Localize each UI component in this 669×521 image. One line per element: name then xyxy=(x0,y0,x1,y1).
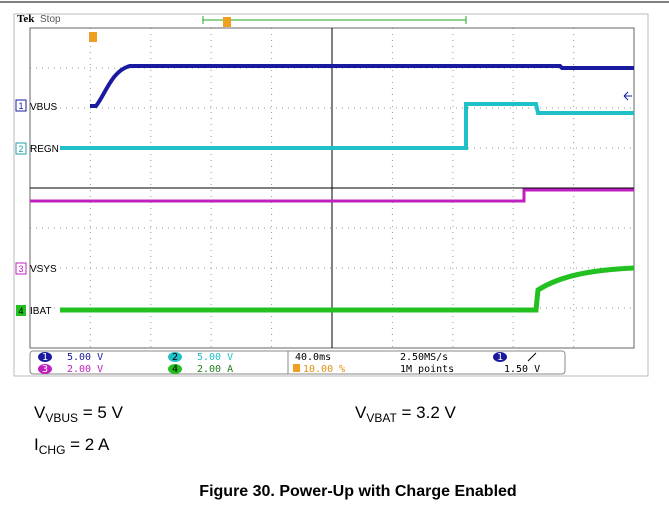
channel-labels: 1 VBUS 2 REGN 3 VSYS 4 IBAT xyxy=(15,99,59,317)
ibat-trace xyxy=(60,265,635,313)
channel-number: 3 xyxy=(42,364,48,375)
channel-label: VBUS xyxy=(30,102,58,113)
note: ICHG = 2 A xyxy=(34,435,110,457)
status-panel: 1 5.00 V 2 5.00 V 3 2.00 V 4 2.00 A 40.0… xyxy=(29,350,566,375)
channel-label: VSYS xyxy=(30,264,57,275)
channel-scale: 2.00 A xyxy=(197,364,233,375)
channel-scale: 5.00 V xyxy=(67,352,103,363)
channel-number: 2 xyxy=(172,352,178,363)
brand: Tek xyxy=(17,13,35,25)
sample-rate: 2.50MS/s xyxy=(400,352,448,363)
trigger-position: 10.00 % xyxy=(303,364,345,375)
scope-frame xyxy=(13,13,649,377)
channel-label: REGN xyxy=(30,144,59,155)
channel-scale: 2.00 V xyxy=(67,364,103,375)
status: Stop xyxy=(40,14,61,25)
vsys-trace xyxy=(30,188,634,203)
channel-number: 2 xyxy=(18,144,23,154)
channel-number: 1 xyxy=(18,101,23,111)
vbus-trace xyxy=(90,64,634,108)
channel-label: IBAT xyxy=(30,306,51,317)
trigger-level-arrow xyxy=(623,91,632,101)
caption: Figure 30. Power-Up with Charge Enabled xyxy=(199,483,516,500)
channel-number: 4 xyxy=(18,306,23,316)
record-length: 1M points xyxy=(400,364,454,375)
regn-trace xyxy=(60,102,634,150)
note: VVBUS = 5 V xyxy=(34,403,124,425)
trigger-channel: 1 xyxy=(497,352,503,363)
trigger-marker xyxy=(89,32,97,42)
timebase: 40.0ms xyxy=(295,352,331,363)
channel-number: 4 xyxy=(172,364,178,375)
trigger-slope xyxy=(527,352,537,362)
channel-number: 1 xyxy=(42,352,48,363)
channel-scale: 5.00 V xyxy=(197,352,233,363)
trigger-marker xyxy=(223,17,231,27)
trigger-level: 1.50 V xyxy=(504,364,540,375)
note: VVBAT = 3.2 V xyxy=(355,403,457,425)
channel-number: 3 xyxy=(18,264,23,274)
